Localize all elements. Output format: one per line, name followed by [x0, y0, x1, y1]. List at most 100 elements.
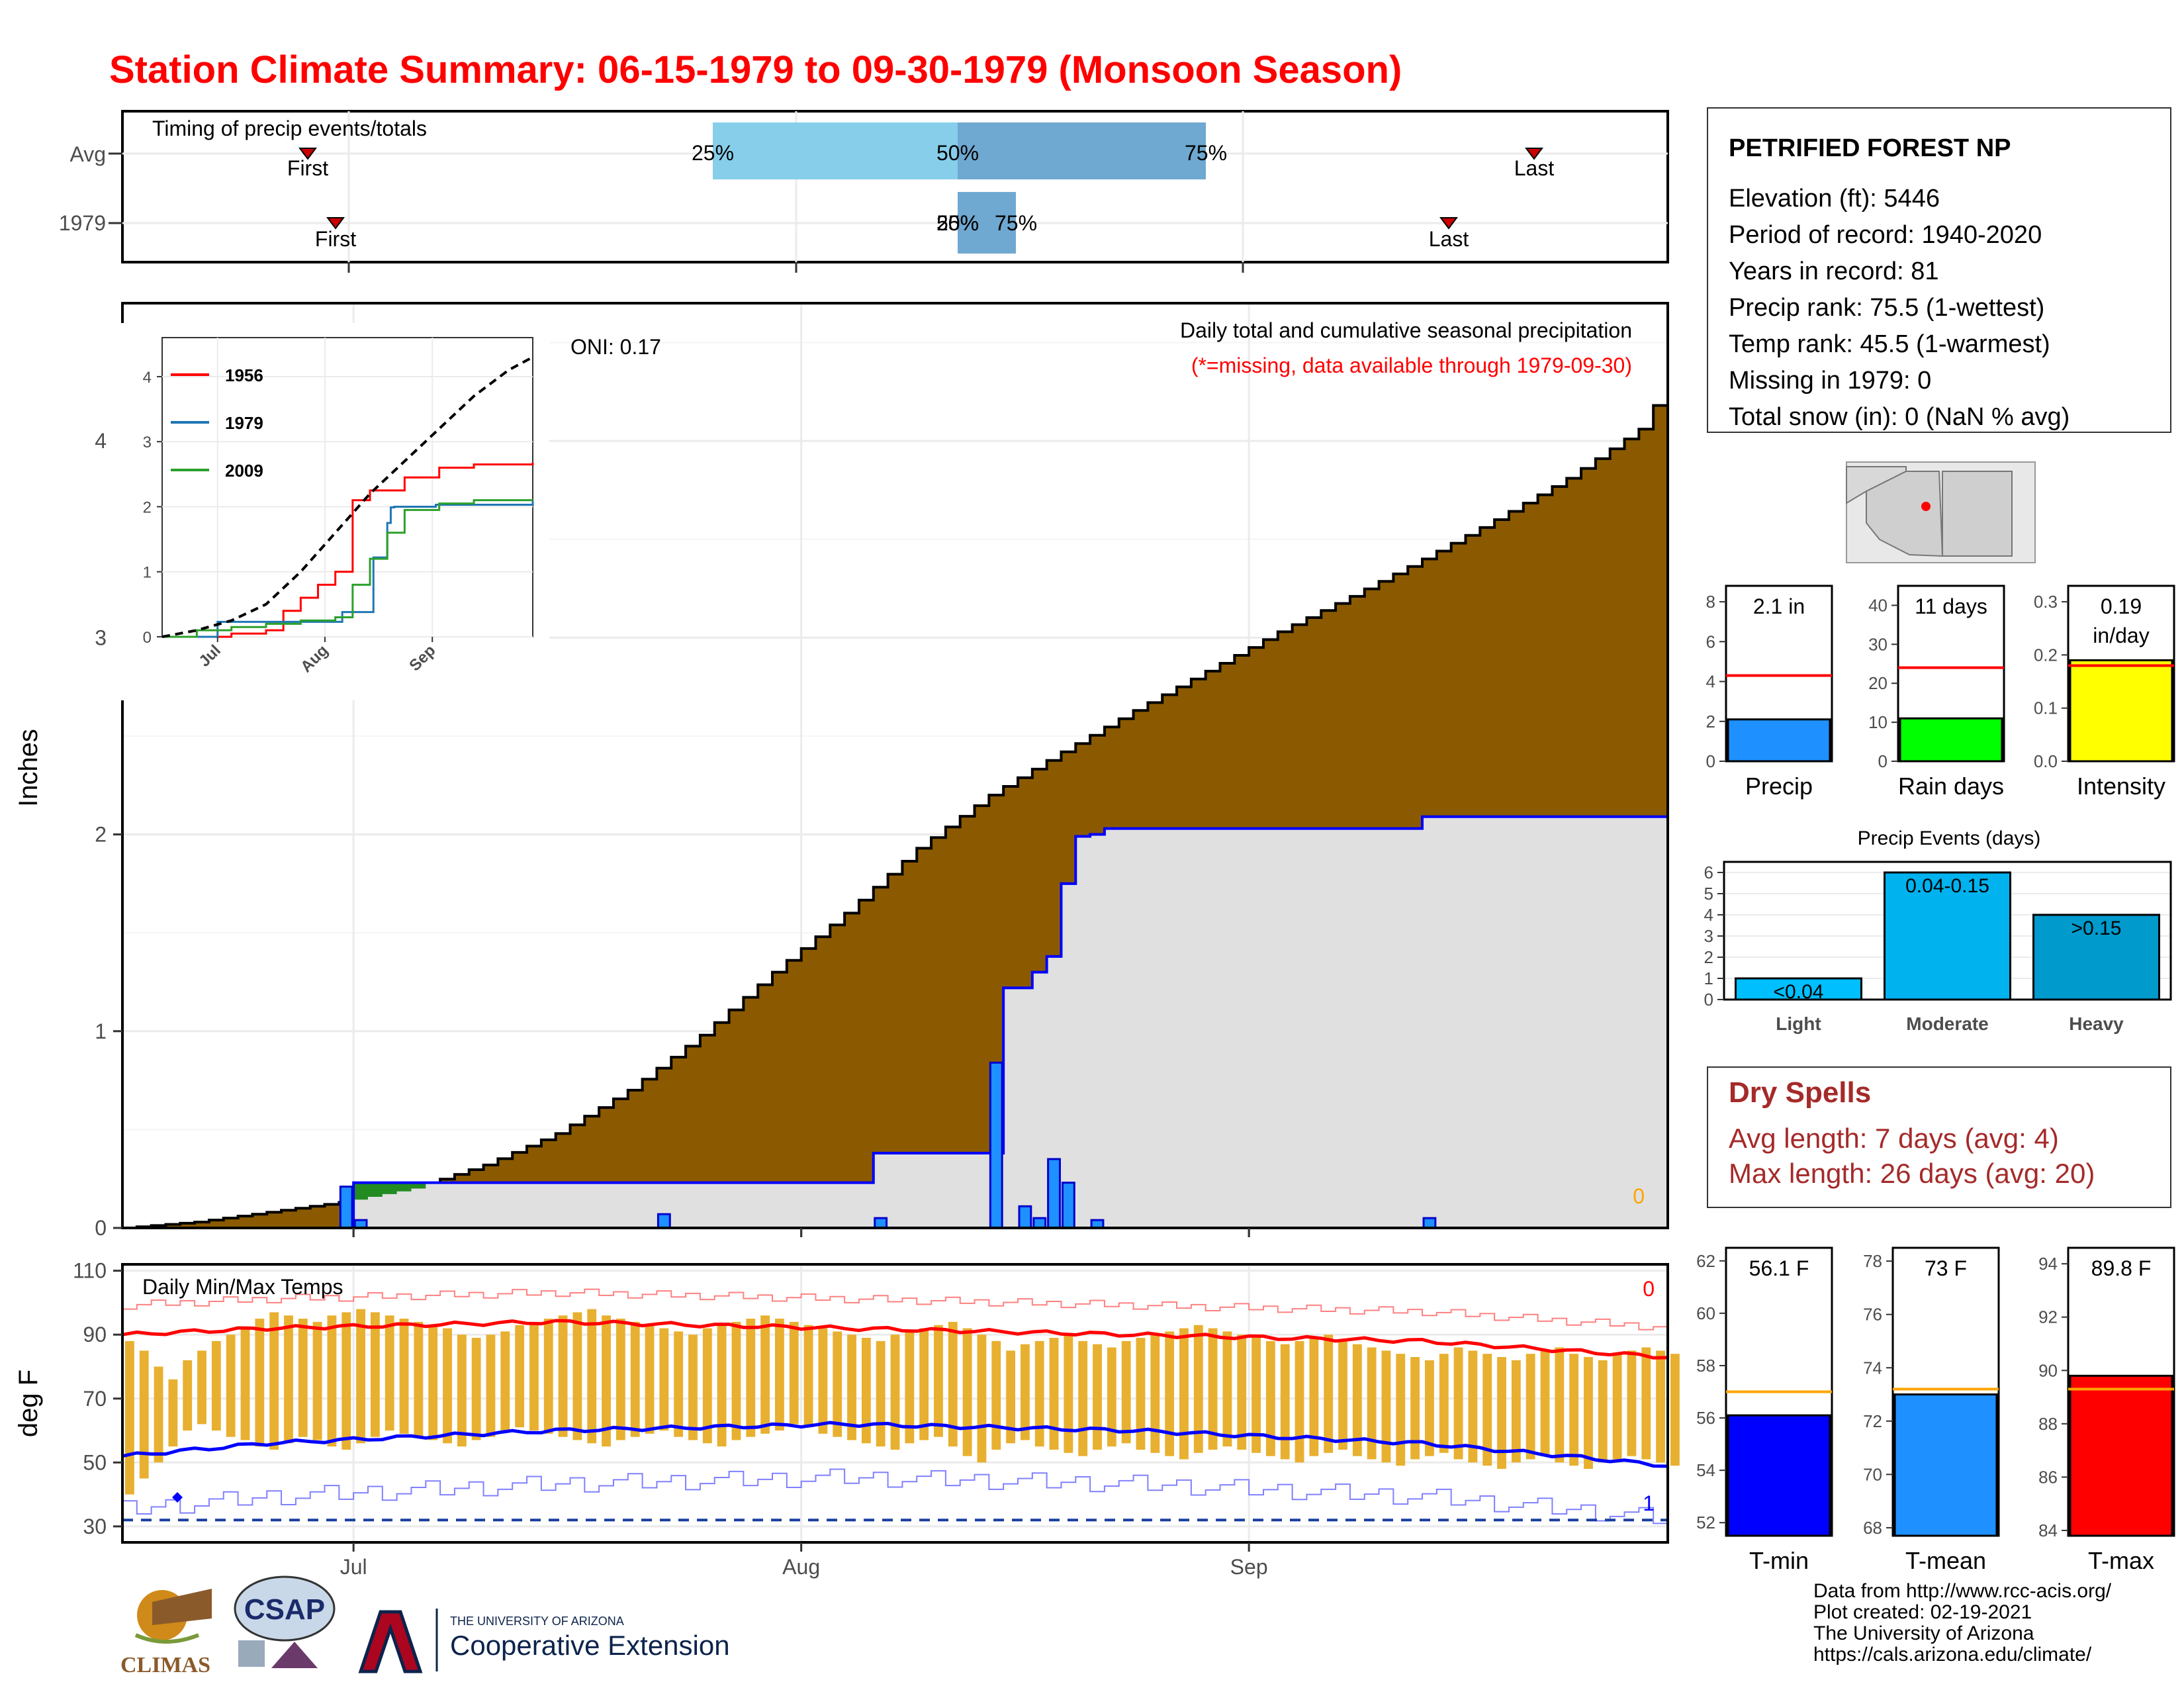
csap-logo-text: CSAP — [244, 1593, 325, 1626]
daily-temp-bar — [1193, 1325, 1203, 1453]
mini-chart-ytick-label: 78 — [1863, 1251, 1882, 1271]
mini-chart-t-mean: 68 70 72 74 76 78 73 F T-mean — [1863, 1246, 2000, 1574]
daily-temp-bar — [847, 1335, 856, 1440]
daily-temp-bar — [486, 1335, 496, 1437]
daily-precip-bar — [657, 1213, 671, 1229]
daily-temp-bar — [1410, 1357, 1420, 1460]
mini-chart-xlabel: T-mean — [1905, 1547, 1986, 1574]
timing-row-avg: Avg — [69, 142, 106, 166]
university-of-arizona-logo: THE UNIVERSITY OF ARIZONA Cooperative Ex… — [358, 1609, 730, 1673]
mini-chart-ytick-label: 88 — [2038, 1414, 2058, 1434]
mini-chart-bar — [2069, 659, 2173, 763]
west-states-shape — [1846, 466, 1907, 504]
footer-line-2: Plot created: 02-19-2021 — [1813, 1601, 2032, 1623]
events-frame — [1723, 861, 2172, 1001]
daily-temp-bar — [443, 1328, 452, 1444]
daily-temp-bar — [1439, 1354, 1449, 1453]
temp-panel-frame — [121, 1263, 1669, 1544]
footer-line-1: Data from http://www.rcc-acis.org/ — [1813, 1580, 2112, 1602]
footer-line-3: The University of Arizona — [1813, 1622, 2034, 1644]
daily-temp-bar — [876, 1340, 886, 1447]
daily-temp-bar — [1598, 1360, 1608, 1463]
mini-chart-ytick-label: 30 — [1868, 634, 1888, 654]
daily-temp-bar — [125, 1340, 134, 1495]
daily-temp-bar — [645, 1325, 655, 1434]
mini-chart-ytick-label: 86 — [2038, 1467, 2058, 1487]
daily-temp-bar — [1396, 1354, 1406, 1466]
daily-temp-bar — [1208, 1328, 1218, 1450]
events-ytick-label: 5 — [1704, 884, 1713, 904]
inset-ytick-label: 1 — [143, 564, 152, 582]
daily-temp-bar — [659, 1328, 669, 1431]
daily-temp-bar — [1049, 1338, 1059, 1450]
events-ytick-label: 0 — [1704, 990, 1713, 1009]
daily-temp-bar — [284, 1315, 293, 1444]
daily-temp-bar — [543, 1319, 553, 1434]
avg-q75-label: 75% — [1185, 141, 1227, 165]
mini-chart-value: 2.1 in — [1753, 594, 1805, 618]
record-min-line — [122, 1468, 1668, 1524]
daily-temp-bar — [789, 1321, 799, 1425]
daily-temp-bar — [471, 1338, 481, 1440]
daily-temp-bar — [1020, 1344, 1030, 1440]
daily-precip-bar — [1018, 1205, 1032, 1229]
daily-temp-bar — [934, 1325, 943, 1437]
year-quartile-bar — [958, 192, 1016, 254]
dry-spells-title: Dry Spells — [1729, 1076, 1871, 1109]
station-line-1: Elevation (ft): 5446 — [1729, 185, 1940, 212]
inset-line-2009 — [162, 499, 533, 638]
precip-panel-frame — [121, 302, 1669, 1229]
daily-precip-bar — [989, 1061, 1003, 1229]
daily-temp-bar — [717, 1325, 727, 1447]
mini-chart-xlabel: T-max — [2088, 1547, 2154, 1574]
daily-temp-bar — [312, 1321, 322, 1440]
avg-first-marker — [298, 148, 317, 160]
mini-chart-t-max: 84 86 88 90 92 94 89.8 F T-max — [2038, 1246, 2175, 1574]
mini-chart-ytick-label: 52 — [1696, 1513, 1715, 1532]
mini-chart-ytick-label: 58 — [1696, 1356, 1715, 1376]
temp-panel: 30 50 70 90 110 Jul Aug Sep deg F Daily Min/Ma… — [14, 1259, 1680, 1579]
station-location-dot — [1921, 502, 1931, 511]
daily-temp-bar — [269, 1312, 279, 1450]
daily-temp-bar — [948, 1321, 958, 1447]
daily-temp-bar — [414, 1321, 424, 1437]
daily-temp-bar — [1309, 1338, 1319, 1456]
dry-spells-avg: Avg length: 7 days (avg: 4) — [1729, 1123, 2059, 1154]
mini-chart-ytick-label: 4 — [1706, 672, 1715, 692]
daily-temp-bar — [385, 1315, 394, 1431]
daily-temp-bar — [905, 1331, 915, 1444]
mini-chart-ytick-label: 56 — [1696, 1408, 1715, 1428]
mini-chart-value: 56.1 F — [1749, 1256, 1809, 1280]
daily-temp-bar — [1367, 1347, 1377, 1460]
avg-last-marker — [1525, 148, 1543, 160]
ua-big-text: Cooperative Extension — [450, 1630, 730, 1661]
temp-ylabel: deg F — [14, 1370, 43, 1437]
temp-x-axis: Jul Aug Sep — [340, 1542, 1268, 1579]
mini-chart-ytick-label: 84 — [2038, 1521, 2058, 1540]
avg-q25-q50-bar — [713, 122, 958, 179]
daily-temp-bar — [211, 1340, 221, 1431]
record-max-line — [122, 1288, 1668, 1331]
daily-temp-bar — [1107, 1347, 1116, 1447]
daily-temp-bar — [602, 1315, 611, 1447]
events-bar-heavy — [2032, 914, 2160, 1001]
daily-temp-bar — [1165, 1331, 1175, 1456]
temp-panel-label: Daily Min/Max Temps — [142, 1275, 343, 1299]
events-title: Precip Events (days) — [1858, 827, 2041, 849]
daily-temp-bar — [1497, 1357, 1506, 1469]
inset-ytick-label: 0 — [143, 629, 152, 647]
mini-chart-value: 0.19 — [2101, 594, 2142, 618]
daily-precip-bar — [1061, 1182, 1075, 1229]
temp-ytick-label: 50 — [83, 1450, 107, 1474]
daily-temp-bar — [154, 1366, 163, 1463]
daily-temp-bar — [1237, 1335, 1247, 1450]
mini-chart-ytick-label: 74 — [1863, 1358, 1882, 1378]
mini-chart-ytick-label: 40 — [1868, 595, 1888, 615]
missing-note: (*=missing, data available through 1979-… — [1191, 353, 1632, 377]
month-label: Sep — [1230, 1555, 1268, 1579]
footer: Data from http://www.rcc-acis.org/ Plot … — [1813, 1581, 2111, 1665]
avg-q50-label: 50% — [936, 141, 979, 165]
mini-chart-t-min: 52 54 56 58 60 62 56.1 F T-min — [1696, 1246, 1833, 1574]
daily-temp-bar — [1641, 1347, 1651, 1460]
legend-2009: 2009 — [225, 461, 263, 481]
